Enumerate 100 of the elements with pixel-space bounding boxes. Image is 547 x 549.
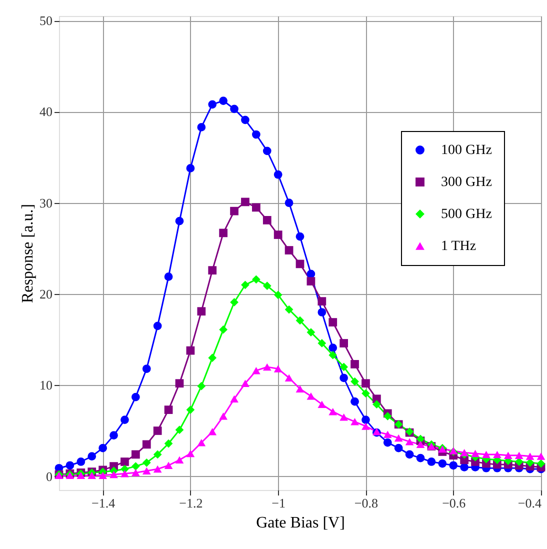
point [241, 198, 250, 206]
point [110, 470, 118, 478]
point [164, 406, 173, 414]
point [318, 297, 326, 306]
point [262, 216, 272, 224]
point [197, 382, 206, 390]
point [186, 406, 195, 414]
legend-label: 100 GHz [441, 143, 492, 158]
point [350, 377, 359, 386]
point [88, 452, 96, 460]
x-tick-label: −1 [272, 496, 286, 510]
point [132, 392, 140, 402]
y-tick-label: 20 [40, 286, 52, 302]
point [132, 469, 140, 476]
point [460, 463, 468, 472]
point [142, 440, 151, 449]
point [306, 392, 316, 400]
point [405, 450, 414, 459]
legend-label: 1 THz [441, 239, 476, 254]
point [164, 462, 173, 470]
point [186, 164, 195, 172]
point [197, 438, 206, 446]
x-tick-label: −1.2 [179, 496, 203, 510]
point [340, 413, 348, 421]
point [328, 318, 338, 326]
point [328, 344, 338, 352]
point [274, 365, 282, 372]
point [296, 232, 304, 241]
point [296, 316, 304, 325]
point [76, 458, 86, 466]
y-tick-label: 10 [40, 378, 52, 393]
point [252, 203, 260, 212]
point [405, 438, 414, 446]
point [142, 364, 151, 373]
y-tick-label: 30 [40, 195, 52, 210]
point [318, 308, 326, 316]
point [504, 452, 512, 459]
point [186, 346, 195, 355]
point [362, 422, 370, 430]
point [66, 461, 74, 470]
point [197, 123, 206, 132]
y-tick-label: 0 [46, 468, 52, 484]
point [76, 472, 86, 480]
point [383, 412, 392, 420]
point [230, 395, 238, 402]
point [383, 438, 392, 447]
point [394, 434, 403, 442]
point [416, 440, 425, 448]
x-tick-label: −0.4 [518, 496, 542, 510]
point [284, 305, 294, 314]
point [362, 416, 370, 424]
point [164, 439, 173, 448]
point [306, 328, 316, 336]
point [262, 146, 272, 156]
point [208, 428, 217, 436]
point [230, 104, 238, 114]
point [526, 452, 534, 460]
point [328, 408, 338, 416]
point [120, 458, 129, 466]
point [142, 458, 151, 467]
point [164, 272, 173, 281]
point [318, 339, 326, 348]
point [175, 216, 184, 226]
point [219, 325, 228, 334]
point [142, 467, 151, 474]
point [208, 354, 217, 362]
point [296, 385, 304, 392]
point [449, 461, 458, 470]
point [252, 366, 260, 374]
point [219, 228, 228, 238]
point [252, 130, 260, 139]
point [284, 246, 294, 254]
point [262, 282, 272, 290]
point [493, 450, 502, 458]
point [88, 472, 96, 480]
point [186, 450, 195, 458]
legend-label: 500 GHz [441, 207, 492, 222]
y-tick-label: 40 [40, 104, 52, 120]
point [153, 465, 162, 473]
point [175, 456, 184, 464]
point [241, 380, 250, 387]
point [460, 449, 468, 456]
point [350, 360, 359, 368]
x-tick-label: −1.4 [92, 496, 116, 510]
point [350, 397, 359, 406]
point [318, 400, 326, 408]
point [110, 431, 118, 440]
y-tick-label: 50 [40, 13, 52, 28]
point [208, 266, 217, 275]
point [372, 400, 381, 408]
point [153, 450, 162, 459]
x-tick-label: −0.6 [442, 496, 466, 510]
point [252, 275, 260, 284]
point [219, 412, 228, 420]
point [132, 462, 140, 470]
point [482, 450, 490, 458]
point [340, 339, 348, 348]
point [262, 363, 272, 371]
point [383, 430, 392, 438]
point [362, 379, 370, 388]
